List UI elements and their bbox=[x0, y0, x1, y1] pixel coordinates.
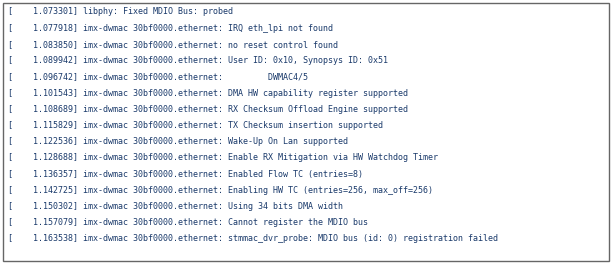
Text: [    1.083850] imx-dwmac 30bf0000.ethernet: no reset control found: [ 1.083850] imx-dwmac 30bf0000.ethernet:… bbox=[8, 40, 338, 49]
Text: [    1.157079] imx-dwmac 30bf0000.ethernet: Cannot register the MDIO bus: [ 1.157079] imx-dwmac 30bf0000.ethernet:… bbox=[8, 218, 368, 227]
Text: [    1.163538] imx-dwmac 30bf0000.ethernet: stmmac_dvr_probe: MDIO bus (id: 0) r: [ 1.163538] imx-dwmac 30bf0000.ethernet:… bbox=[8, 234, 498, 243]
Text: [    1.115829] imx-dwmac 30bf0000.ethernet: TX Checksum insertion supported: [ 1.115829] imx-dwmac 30bf0000.ethernet:… bbox=[8, 121, 383, 130]
Text: [    1.142725] imx-dwmac 30bf0000.ethernet: Enabling HW TC (entries=256, max_off: [ 1.142725] imx-dwmac 30bf0000.ethernet:… bbox=[8, 186, 433, 195]
Text: [    1.073301] libphy: Fixed MDIO Bus: probed: [ 1.073301] libphy: Fixed MDIO Bus: prob… bbox=[8, 7, 233, 16]
Text: [    1.096742] imx-dwmac 30bf0000.ethernet:         DWMAC4/5: [ 1.096742] imx-dwmac 30bf0000.ethernet:… bbox=[8, 72, 308, 81]
Text: [    1.101543] imx-dwmac 30bf0000.ethernet: DMA HW capability register supported: [ 1.101543] imx-dwmac 30bf0000.ethernet:… bbox=[8, 88, 408, 97]
Text: [    1.108689] imx-dwmac 30bf0000.ethernet: RX Checksum Offload Engine supported: [ 1.108689] imx-dwmac 30bf0000.ethernet:… bbox=[8, 105, 408, 114]
Text: [    1.089942] imx-dwmac 30bf0000.ethernet: User ID: 0x10, Synopsys ID: 0x51: [ 1.089942] imx-dwmac 30bf0000.ethernet:… bbox=[8, 56, 388, 65]
Text: [    1.136357] imx-dwmac 30bf0000.ethernet: Enabled Flow TC (entries=8): [ 1.136357] imx-dwmac 30bf0000.ethernet:… bbox=[8, 169, 363, 178]
Text: [    1.128688] imx-dwmac 30bf0000.ethernet: Enable RX Mitigation via HW Watchdog: [ 1.128688] imx-dwmac 30bf0000.ethernet:… bbox=[8, 153, 438, 162]
Text: [    1.077918] imx-dwmac 30bf0000.ethernet: IRQ eth_lpi not found: [ 1.077918] imx-dwmac 30bf0000.ethernet:… bbox=[8, 24, 333, 33]
Text: [    1.122536] imx-dwmac 30bf0000.ethernet: Wake-Up On Lan supported: [ 1.122536] imx-dwmac 30bf0000.ethernet:… bbox=[8, 137, 348, 146]
Text: [    1.150302] imx-dwmac 30bf0000.ethernet: Using 34 bits DMA width: [ 1.150302] imx-dwmac 30bf0000.ethernet:… bbox=[8, 202, 343, 211]
